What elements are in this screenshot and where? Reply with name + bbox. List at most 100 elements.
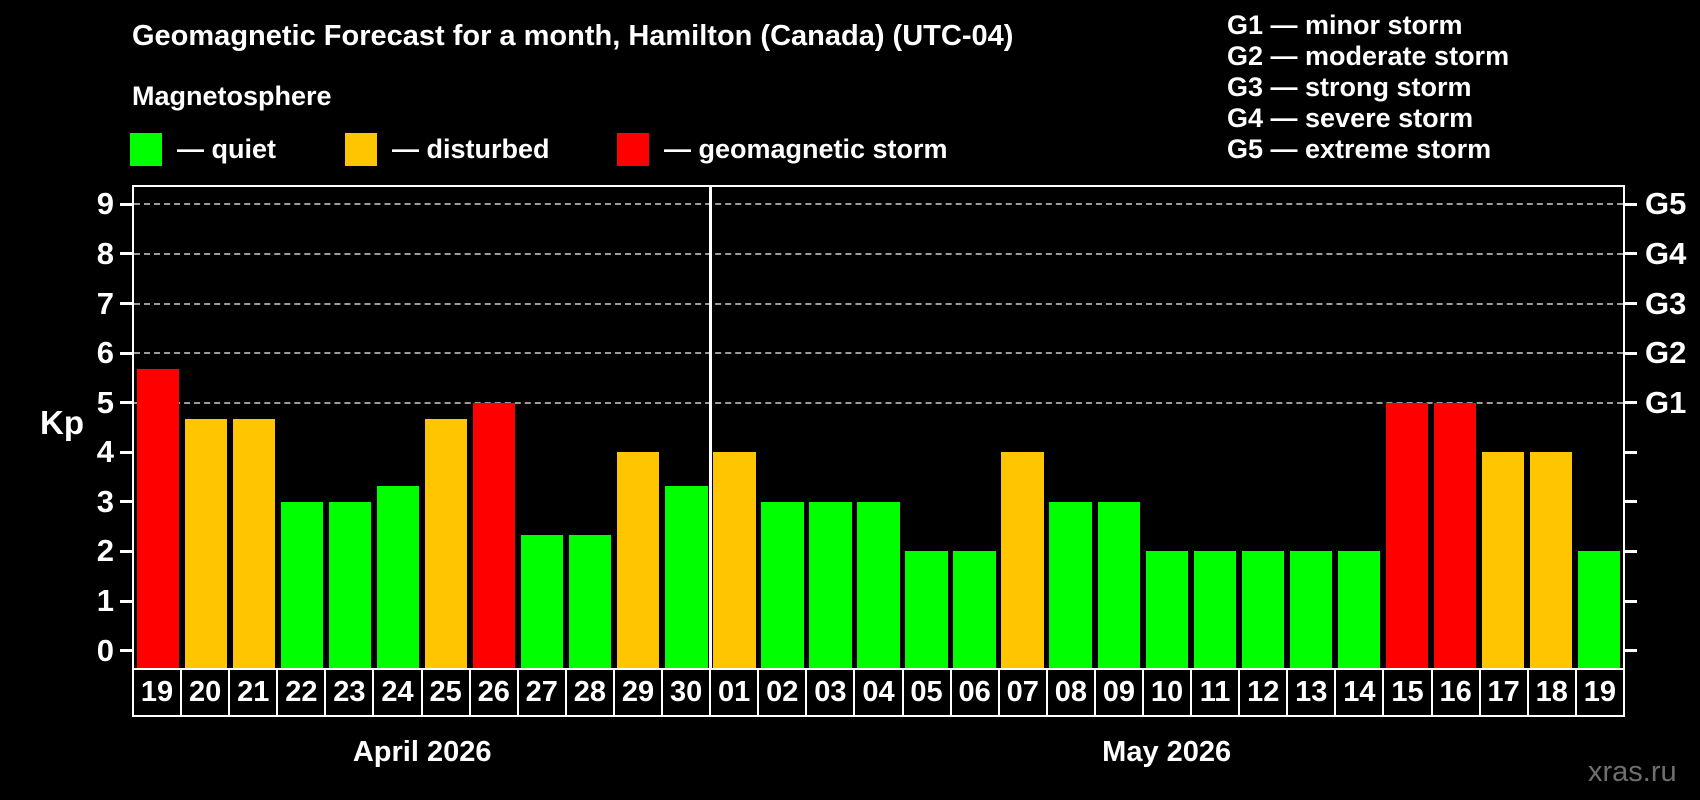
day-label: 07: [1000, 670, 1048, 715]
y-axis-label: Kp: [40, 404, 84, 441]
y-tick-right: [1625, 599, 1637, 603]
kp-bar: [857, 501, 900, 668]
legend-item-disturbed: — disturbed: [345, 133, 550, 166]
y-tick-left: [120, 500, 132, 504]
kp-bar: [1049, 501, 1092, 668]
kp-bar: [136, 369, 180, 668]
y-tick-label: 6: [96, 335, 114, 371]
legend-item-storm: — geomagnetic storm: [617, 133, 948, 166]
kp-bar: [665, 485, 708, 668]
y-tick-right: [1625, 202, 1637, 206]
kp-bar: [377, 485, 420, 668]
y-tick-left: [120, 549, 132, 553]
y-tick-right: [1625, 500, 1637, 504]
y-tick-left: [120, 202, 132, 206]
kp-bar: [1097, 501, 1140, 668]
day-label: 23: [326, 670, 375, 715]
gridline-g2: [134, 352, 1623, 355]
day-label: 13: [1288, 670, 1337, 715]
day-label: 06: [952, 670, 1000, 715]
kp-bar: [761, 501, 804, 668]
y-tick-left: [120, 450, 132, 454]
kp-bar: [1385, 402, 1428, 668]
g-level-label: G1: [1645, 384, 1687, 420]
y-tick-right: [1625, 649, 1637, 653]
x-axis-day-row: 19 20 21 22 23 24 25 26 27 28 29 30 01 02 03 04 05 06 07 08…: [132, 668, 1625, 717]
g-scale-legend: G1 — minor storm G2 — moderate storm G3 …: [1227, 10, 1509, 165]
y-tick-label: 0: [96, 632, 114, 668]
day-label: 26: [471, 670, 519, 715]
y-tick-label: 9: [96, 186, 114, 222]
y-tick-label: 4: [96, 434, 114, 470]
day-label: 30: [663, 670, 712, 715]
day-label: 21: [230, 670, 279, 715]
kp-bar: [1337, 551, 1380, 668]
day-label: 27: [519, 670, 567, 715]
day-label: 03: [807, 670, 856, 715]
kp-bar: [1145, 551, 1188, 668]
day-label: 16: [1433, 670, 1481, 715]
kp-bar: [1577, 551, 1621, 668]
g-level-label: G4: [1645, 235, 1687, 271]
day-label: 18: [1529, 670, 1577, 715]
plot-area: [132, 185, 1625, 670]
day-label: 08: [1048, 670, 1096, 715]
g-legend-line: G1 — minor storm: [1227, 10, 1463, 40]
y-tick-label: 5: [96, 384, 114, 420]
day-label: 19: [134, 670, 183, 715]
day-label: 17: [1481, 670, 1529, 715]
y-tick-left: [120, 649, 132, 653]
kp-bar: [1241, 551, 1284, 668]
kp-bar: [1433, 402, 1477, 668]
day-label: 11: [1192, 670, 1241, 715]
kp-bar: [1193, 551, 1236, 668]
g-legend-line: G3 — strong storm: [1227, 72, 1472, 102]
day-label: 24: [374, 670, 423, 715]
y-tick-left: [120, 302, 132, 306]
y-tick-right: [1625, 549, 1637, 553]
g-level-label: G5: [1645, 186, 1687, 222]
legend-item-quiet: — quiet: [130, 133, 276, 166]
y-tick-label: 7: [96, 285, 114, 321]
watermark: xras.ru: [1588, 756, 1677, 788]
day-label: 12: [1240, 670, 1289, 715]
kp-bar: [232, 419, 276, 668]
kp-bar: [329, 501, 372, 668]
day-label: 19: [1583, 676, 1616, 708]
y-tick-right: [1625, 302, 1637, 306]
day-label: 01: [711, 670, 760, 715]
day-label: 04: [855, 670, 904, 715]
gridline-g5: [134, 203, 1623, 206]
y-tick-label: 2: [96, 533, 114, 569]
day-label: 14: [1336, 670, 1385, 715]
day-label: 29: [615, 670, 664, 715]
g-legend-line: G5 — extreme storm: [1227, 134, 1492, 164]
magnetosphere-legend: — quiet — disturbed — geomagnetic storm: [130, 133, 1030, 167]
day-label: 22: [278, 670, 327, 715]
day-label: 10: [1144, 670, 1193, 715]
y-tick-right: [1625, 252, 1637, 256]
kp-bar: [953, 551, 996, 668]
day-label: 09: [1096, 670, 1144, 715]
y-tick-left: [120, 599, 132, 603]
y-tick-right: [1625, 401, 1637, 405]
y-tick-right: [1625, 351, 1637, 355]
day-label: 28: [567, 670, 615, 715]
gridline-g3: [134, 302, 1623, 305]
day-label: 15: [1384, 670, 1433, 715]
legend-item-label: — quiet: [177, 134, 276, 164]
day-label: 05: [904, 670, 952, 715]
kp-bar: [521, 535, 564, 668]
y-tick-left: [120, 351, 132, 355]
gridline-g1: [134, 401, 1623, 404]
y-tick-label: 8: [96, 235, 114, 271]
g-level-label: G2: [1645, 335, 1687, 371]
kp-bar: [280, 501, 324, 668]
kp-bar: [617, 452, 660, 668]
legend-item-label: — disturbed: [392, 134, 550, 164]
kp-bar: [905, 551, 948, 668]
kp-bar: [809, 501, 852, 668]
g-legend-line: G4 — severe storm: [1227, 103, 1474, 133]
y-tick-left: [120, 252, 132, 256]
